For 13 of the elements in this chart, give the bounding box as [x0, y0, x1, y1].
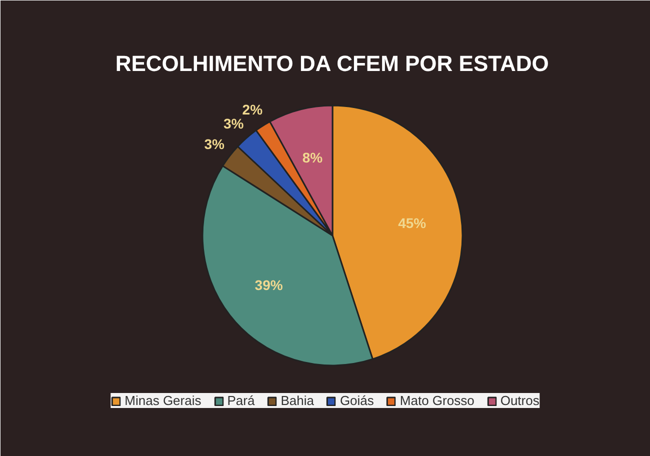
legend-label: Bahia [280, 393, 314, 408]
data-label: 39% [254, 276, 284, 293]
legend-label: Mato Grosso [400, 393, 474, 408]
legend-label: Outros [500, 393, 540, 408]
legend-label: Pará [227, 393, 255, 408]
chart-title: RECOLHIMENTO DA CFEM POR ESTADO [115, 51, 549, 76]
data-label: 3% [204, 136, 226, 152]
data-label: 3% [224, 115, 244, 132]
legend-label: Goiás [340, 393, 374, 408]
data-label: 2% [242, 101, 264, 118]
legend-label: Minas Gerais [124, 393, 202, 408]
data-label: 8% [302, 149, 324, 166]
data-label: 45% [398, 214, 427, 231]
